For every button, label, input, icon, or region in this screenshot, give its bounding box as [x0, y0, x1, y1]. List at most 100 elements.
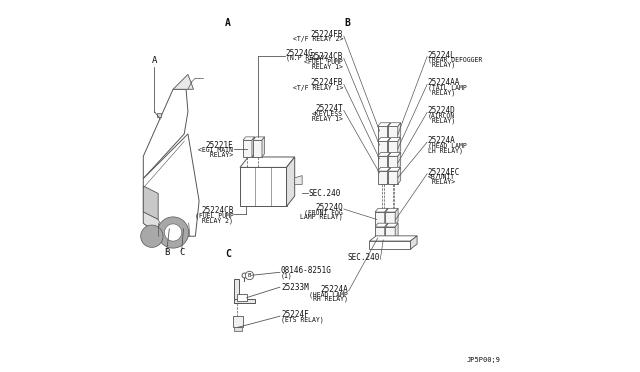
Bar [237, 294, 246, 301]
Text: RELAY): RELAY) [428, 117, 455, 124]
Polygon shape [388, 167, 401, 171]
Text: 25224CB: 25224CB [201, 206, 234, 215]
Polygon shape [395, 223, 398, 240]
Polygon shape [378, 167, 390, 171]
Text: 25224A: 25224A [320, 285, 348, 294]
Bar [378, 141, 387, 154]
Text: RELAY): RELAY) [428, 61, 455, 68]
Polygon shape [157, 217, 189, 248]
Polygon shape [287, 157, 294, 206]
Text: A: A [152, 56, 157, 65]
Polygon shape [387, 123, 390, 140]
Polygon shape [143, 134, 199, 236]
Polygon shape [141, 225, 163, 247]
Text: RELAY 1>: RELAY 1> [308, 116, 343, 122]
Polygon shape [253, 137, 264, 140]
Text: A: A [225, 18, 231, 28]
Text: <FUEL PUMP: <FUEL PUMP [304, 59, 343, 65]
Text: 25224D: 25224D [428, 106, 456, 115]
Text: RH RELAY): RH RELAY) [313, 296, 348, 302]
Text: 25224Q: 25224Q [316, 203, 343, 212]
Polygon shape [173, 74, 193, 89]
Polygon shape [385, 208, 398, 212]
Bar [388, 126, 397, 140]
Polygon shape [397, 123, 401, 140]
Polygon shape [252, 137, 255, 157]
Text: 08146-8251G: 08146-8251G [281, 266, 332, 275]
Bar [388, 156, 397, 169]
Text: (N.P RELAY): (N.P RELAY) [286, 55, 328, 61]
Text: (AIRCON: (AIRCON [428, 112, 455, 119]
Polygon shape [388, 153, 401, 156]
Bar [234, 299, 255, 303]
Text: (1): (1) [281, 272, 292, 279]
Bar [375, 227, 385, 240]
Polygon shape [375, 208, 388, 212]
Text: RELAY>: RELAY> [428, 179, 455, 185]
Text: 25233M: 25233M [281, 283, 308, 292]
Text: B: B [164, 248, 170, 257]
Polygon shape [240, 157, 294, 167]
Text: (REAR DEFOGGER: (REAR DEFOGGER [428, 57, 482, 63]
Text: LAMP RELAY): LAMP RELAY) [300, 214, 343, 221]
Bar [388, 171, 397, 184]
Text: RELAY): RELAY) [428, 89, 455, 96]
Polygon shape [378, 138, 390, 141]
Text: 25224A: 25224A [428, 136, 456, 145]
Bar [240, 167, 287, 206]
Polygon shape [164, 224, 182, 241]
Text: SEC.240: SEC.240 [308, 189, 341, 198]
Polygon shape [388, 123, 401, 126]
Text: <B/UNIT: <B/UNIT [428, 174, 455, 180]
Polygon shape [294, 176, 302, 185]
Polygon shape [397, 138, 401, 154]
Text: RELAY>: RELAY> [206, 152, 234, 158]
Text: C: C [179, 248, 184, 257]
Polygon shape [143, 186, 158, 219]
Text: RELAY 1>: RELAY 1> [308, 64, 343, 70]
Polygon shape [397, 153, 401, 169]
Polygon shape [262, 137, 264, 157]
Text: (HEAD LAMP: (HEAD LAMP [428, 142, 467, 149]
Polygon shape [397, 167, 401, 184]
Polygon shape [385, 223, 388, 240]
Polygon shape [243, 137, 255, 140]
Text: <EGI MAIN: <EGI MAIN [198, 147, 234, 154]
Text: (FUEL PUMP: (FUEL PUMP [195, 212, 234, 219]
Polygon shape [388, 138, 401, 141]
Bar [388, 141, 397, 154]
Polygon shape [387, 153, 390, 169]
Bar [385, 227, 395, 240]
Text: <KEYLESS: <KEYLESS [312, 111, 343, 117]
Polygon shape [385, 208, 388, 225]
Text: B: B [248, 273, 251, 278]
Bar [243, 140, 252, 157]
Polygon shape [395, 208, 398, 225]
Text: (TAIL LAMP: (TAIL LAMP [428, 84, 467, 91]
Text: 25224T: 25224T [316, 105, 343, 113]
Polygon shape [410, 236, 417, 249]
Text: 25221E: 25221E [205, 141, 234, 150]
Text: (HEAD LAMP: (HEAD LAMP [309, 291, 348, 298]
Polygon shape [143, 89, 188, 179]
Text: 25224FB: 25224FB [310, 30, 343, 39]
Polygon shape [378, 123, 390, 126]
Text: 25224G: 25224G [286, 49, 314, 58]
Text: 25224F: 25224F [281, 310, 308, 319]
Polygon shape [385, 223, 398, 227]
Polygon shape [387, 138, 390, 154]
Polygon shape [369, 236, 417, 241]
Text: B: B [344, 18, 350, 28]
Bar [385, 212, 395, 225]
Text: (FRONT FOG: (FRONT FOG [304, 209, 343, 216]
Polygon shape [378, 153, 390, 156]
Bar [234, 327, 241, 331]
Bar [253, 140, 262, 157]
Bar [375, 212, 385, 225]
Text: RELAY 2): RELAY 2) [198, 217, 234, 224]
Text: (ETS RELAY): (ETS RELAY) [281, 316, 324, 323]
Bar [378, 171, 387, 184]
Text: 25224FB: 25224FB [310, 78, 343, 87]
Text: 25224FC: 25224FC [428, 168, 460, 177]
Bar [234, 279, 239, 303]
